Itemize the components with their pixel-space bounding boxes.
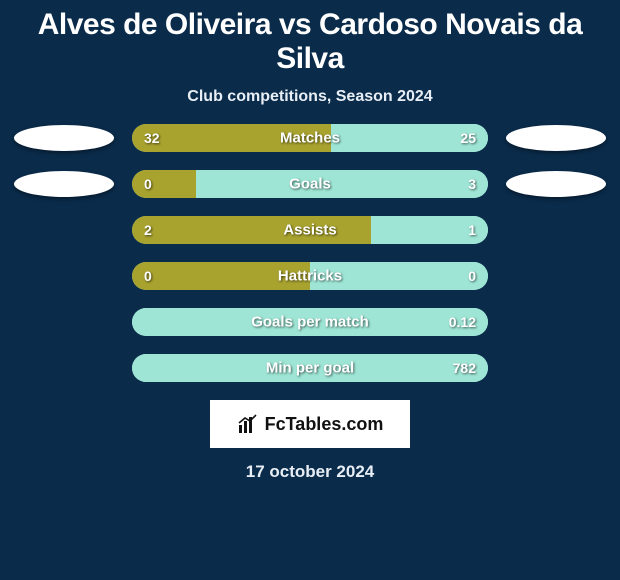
stat-value-player2: 0 <box>468 268 476 284</box>
page-title: Alves de Oliveira vs Cardoso Novais da S… <box>0 0 620 80</box>
stat-bar: Min per goal 782 <box>132 354 488 382</box>
stat-value-player1: 0 <box>144 268 152 284</box>
stat-row: Hattricks 0 0 <box>8 262 612 290</box>
stat-value-player1: 2 <box>144 222 152 238</box>
stat-bar: Hattricks 0 0 <box>132 262 488 290</box>
player1-avatar <box>14 125 114 151</box>
stat-label: Goals <box>289 176 331 193</box>
stat-bar: Matches 32 25 <box>132 124 488 152</box>
stat-value-player2: 0.12 <box>449 314 476 330</box>
brand-logo: FcTables.com <box>210 400 410 448</box>
player2-avatar <box>506 171 606 197</box>
stat-label: Min per goal <box>266 360 354 377</box>
stat-bar: Goals per match 0.12 <box>132 308 488 336</box>
page-subtitle: Club competitions, Season 2024 <box>0 80 620 124</box>
chart-icon <box>237 413 259 435</box>
bar-fill-player1 <box>132 170 196 198</box>
avatar-slot-left <box>8 171 120 197</box>
stat-label: Goals per match <box>251 314 369 331</box>
stat-value-player2: 25 <box>460 130 476 146</box>
stat-value-player1: 0 <box>144 176 152 192</box>
stat-bar: Goals 0 3 <box>132 170 488 198</box>
stat-row: Min per goal 782 <box>8 354 612 382</box>
player2-avatar <box>506 125 606 151</box>
stat-label: Matches <box>280 130 340 147</box>
stat-row: Goals per match 0.12 <box>8 308 612 336</box>
avatar-slot-right <box>500 125 612 151</box>
stat-value-player2: 782 <box>453 360 476 376</box>
stat-label: Assists <box>283 222 336 239</box>
stat-value-player1: 32 <box>144 130 160 146</box>
stat-row: Matches 32 25 <box>8 124 612 152</box>
stat-row: Assists 2 1 <box>8 216 612 244</box>
stat-label: Hattricks <box>278 268 342 285</box>
footer-date: 17 october 2024 <box>0 462 620 482</box>
avatar-slot-right <box>500 171 612 197</box>
avatar-slot-left <box>8 125 120 151</box>
player1-avatar <box>14 171 114 197</box>
bar-fill-player2 <box>196 170 488 198</box>
stat-value-player2: 1 <box>468 222 476 238</box>
stat-value-player2: 3 <box>468 176 476 192</box>
brand-label: FcTables.com <box>265 414 384 435</box>
stat-bar: Assists 2 1 <box>132 216 488 244</box>
stat-row: Goals 0 3 <box>8 170 612 198</box>
stats-container: Matches3225Goals03Assists21Hattricks00Go… <box>0 124 620 382</box>
